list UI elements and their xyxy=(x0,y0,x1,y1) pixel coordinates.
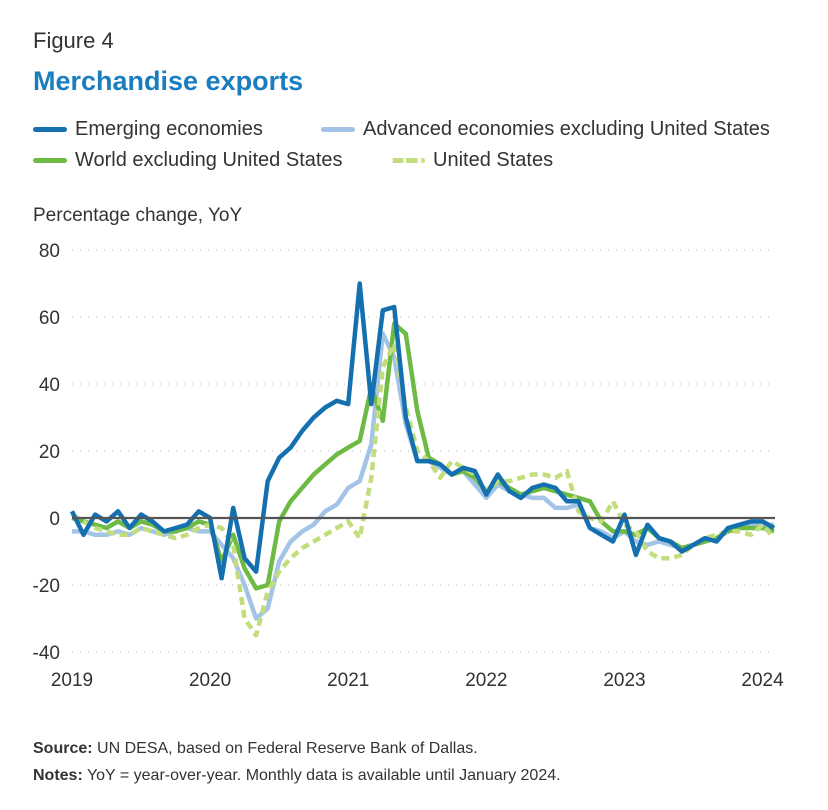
x-tick-label-2023: 2023 xyxy=(603,670,645,691)
series-line-united-states xyxy=(70,341,776,638)
y-tick-label--40: -40 xyxy=(33,643,60,664)
y-tick-label-60: 60 xyxy=(39,308,60,329)
x-tick-label-2022: 2022 xyxy=(465,670,507,691)
notes-line: Notes: YoY = year-over-year. Monthly dat… xyxy=(33,767,561,785)
y-tick-label-0: 0 xyxy=(49,509,60,530)
legend-swatch-us xyxy=(391,158,425,163)
x-tick-label-2021: 2021 xyxy=(327,670,369,691)
source-line: Source: UN DESA, based on Federal Reserv… xyxy=(33,740,478,758)
legend-swatch-world xyxy=(33,158,67,163)
y-tick-label--20: -20 xyxy=(33,576,60,597)
y-tick-label-40: 40 xyxy=(39,375,60,396)
x-tick-label-2024: 2024 xyxy=(741,670,784,691)
legend: Emerging economies Advanced economies ex… xyxy=(33,118,813,180)
legend-item-world: World excluding United States xyxy=(33,149,343,172)
notes-label: Notes: xyxy=(33,767,83,784)
chart-title: Merchandise exports xyxy=(33,66,304,96)
legend-swatch-emerging xyxy=(33,127,67,132)
legend-label-us: United States xyxy=(433,149,554,171)
legend-item-us: United States xyxy=(391,149,553,172)
legend-item-advanced: Advanced economies excluding United Stat… xyxy=(321,118,770,141)
y-axis-label: Percentage change, YoY xyxy=(33,205,243,226)
notes-text: YoY = year-over-year. Monthly data is av… xyxy=(86,767,561,784)
legend-label-advanced: Advanced economies excluding United Stat… xyxy=(363,118,770,140)
legend-label-emerging: Emerging economies xyxy=(75,118,263,140)
series-line-advanced-economies-excluding-united-states xyxy=(72,331,774,621)
source-label: Source: xyxy=(33,740,93,757)
series-line-emerging-economies xyxy=(69,281,776,581)
x-tick-label-2019: 2019 xyxy=(51,670,93,691)
y-tick-label-20: 20 xyxy=(39,442,60,463)
y-tick-label-80: 80 xyxy=(39,241,60,262)
series-line-world-excluding-united-states xyxy=(71,321,775,591)
source-text: UN DESA, based on Federal Reserve Bank o… xyxy=(97,740,478,757)
figure-label: Figure 4 xyxy=(33,28,114,53)
legend-swatch-advanced xyxy=(321,127,355,132)
legend-item-emerging: Emerging economies xyxy=(33,118,263,141)
legend-label-world: World excluding United States xyxy=(75,149,343,171)
x-tick-label-2020: 2020 xyxy=(189,670,231,691)
